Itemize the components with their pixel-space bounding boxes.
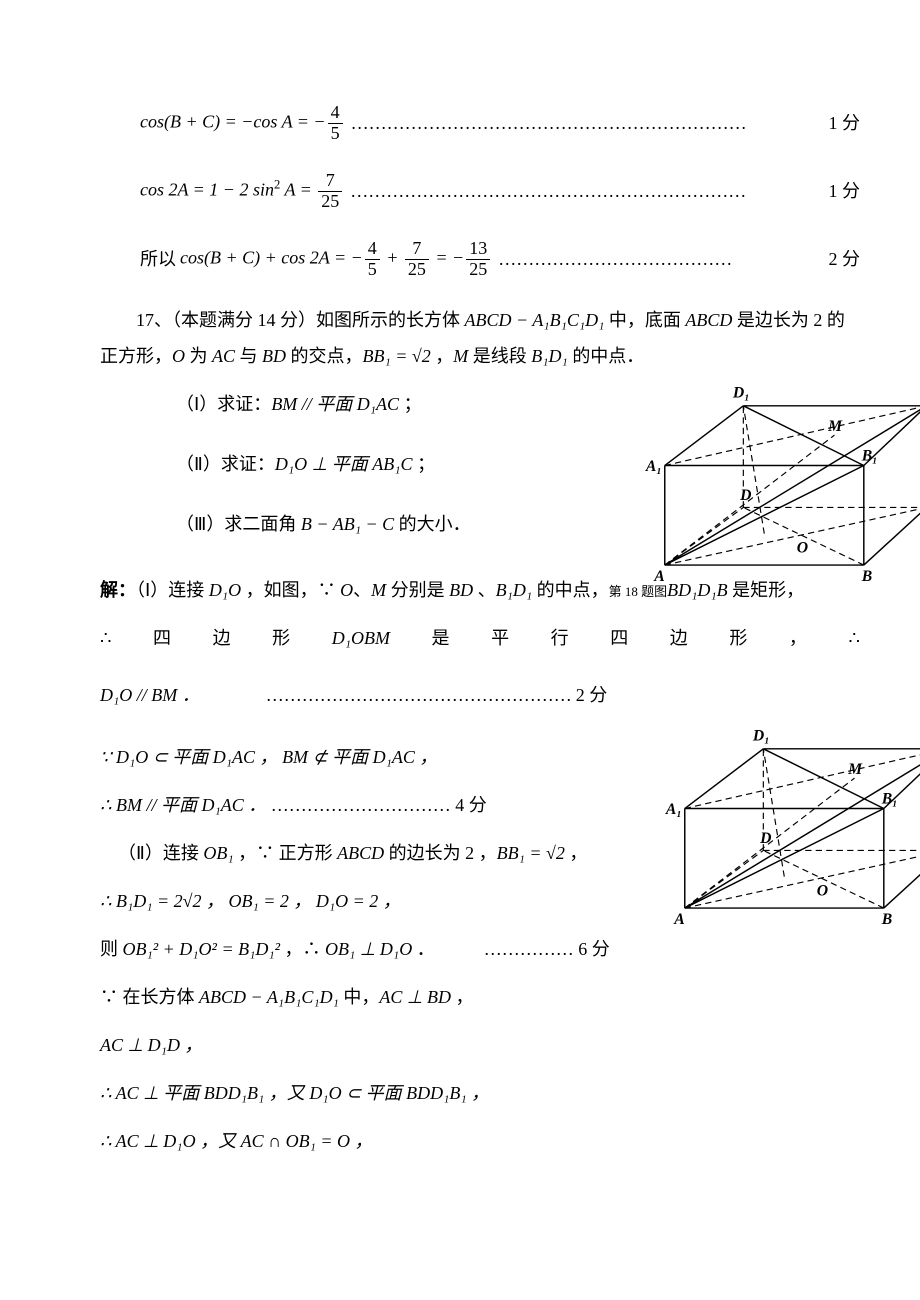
svg-text:D₁: D₁ <box>732 384 750 401</box>
equation-1: cos(B + C) = −cos A = −45 ……………………………………… <box>140 98 860 148</box>
eq2-expression: cos 2A = 1 − 2 sin2 A = 725 <box>140 171 344 212</box>
svg-text:D₁: D₁ <box>752 727 770 744</box>
line-p2g: ∴ AC ⊥ D₁O ，又 AC ∩ OB₁ = O ， <box>100 1123 860 1159</box>
svg-text:D: D <box>739 487 751 504</box>
figure-1: ABCDA₁B₁C₁D₁MO <box>620 366 920 595</box>
eq3-expression: cos(B + C) + cos 2A = −45 + 725 = −1325 <box>180 239 492 280</box>
svg-text:A₁: A₁ <box>645 458 662 475</box>
svg-text:M: M <box>827 418 843 435</box>
line-p2d: ∵ 在长方体 ABCD − A₁B₁C₁D₁ 中，AC ⊥ BD ， <box>100 979 860 1015</box>
eq2-score: 1 分 <box>829 177 861 206</box>
cuboid-diagram-icon: ABCDA₁B₁C₁D₁MO <box>640 709 920 929</box>
eq1-dots: ………………………………………………………… <box>351 109 825 138</box>
eq3-prefix: 所以 <box>140 245 176 274</box>
solution-spread-line: ∴四边形D₁OBM是平行四边形，∴ <box>100 624 860 653</box>
svg-text:M: M <box>847 761 863 778</box>
svg-text:B: B <box>881 911 892 928</box>
eq3-dots: ………………………………… <box>498 245 824 274</box>
svg-text:O: O <box>797 539 808 556</box>
svg-text:B₁: B₁ <box>861 447 878 464</box>
eq1-expression: cos(B + C) = −cos A = −45 <box>140 103 345 144</box>
equation-2: cos 2A = 1 − 2 sin2 A = 725 ………………………………… <box>140 166 860 216</box>
cuboid-diagram-icon: ABCDA₁B₁C₁D₁MO <box>620 366 920 586</box>
svg-text:B: B <box>861 568 872 585</box>
svg-text:D: D <box>759 830 771 847</box>
svg-text:A: A <box>673 911 684 928</box>
equation-3: 所以 cos(B + C) + cos 2A = −45 + 725 = −13… <box>140 234 860 284</box>
svg-text:A₁: A₁ <box>665 801 682 818</box>
svg-text:B₁: B₁ <box>881 790 898 807</box>
svg-text:A: A <box>653 568 664 585</box>
line-p2f: ∴ AC ⊥ 平面 BDD₁B₁ ，又 D₁O ⊂ 平面 BDD₁B₁ ， <box>100 1075 860 1111</box>
svg-text:O: O <box>817 882 828 899</box>
eq2-dots: ………………………………………………………… <box>350 177 824 206</box>
eq1-score: 1 分 <box>829 109 861 138</box>
figure-2: ABCDA₁B₁C₁D₁MO <box>640 709 920 938</box>
line-p2e: AC ⊥ D₁D ， <box>100 1027 860 1063</box>
eq3-score: 2 分 <box>829 245 861 274</box>
question-17-statement: 17、（本题满分 14 分）如图所示的长方体 ABCD − A₁B₁C₁D₁ 中… <box>100 302 860 374</box>
